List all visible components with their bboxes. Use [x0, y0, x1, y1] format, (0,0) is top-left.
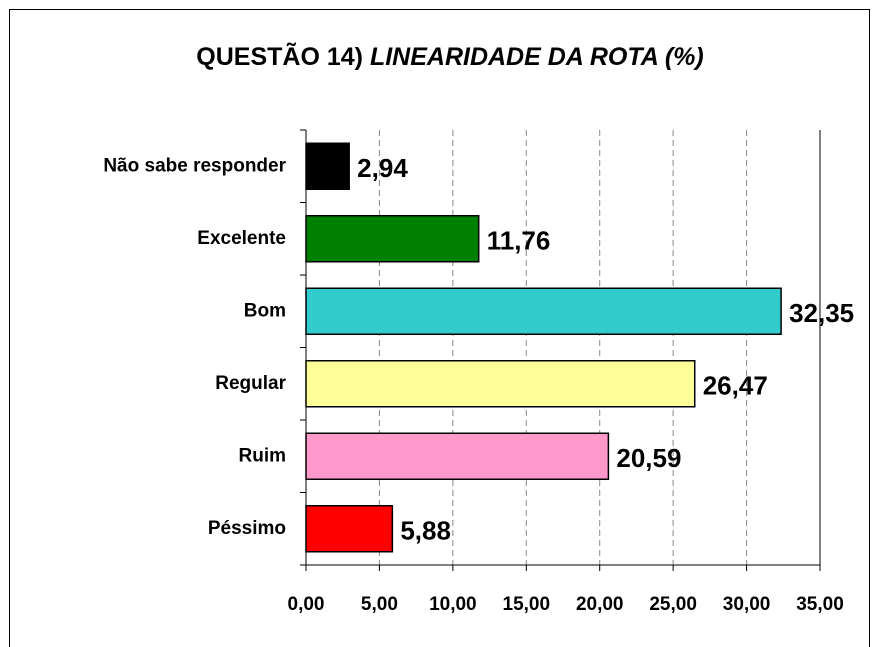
bar — [305, 287, 782, 335]
chart-title: QUESTÃO 14) LINEARIDADE DA ROTA (%) — [196, 41, 703, 71]
bar — [305, 432, 610, 480]
x-tick-label: 30,00 — [723, 594, 771, 615]
y-tick-label: Bom — [244, 300, 286, 321]
x-tick-label: 5,00 — [361, 594, 398, 615]
x-tick-label: 10,00 — [429, 594, 477, 615]
x-tick-label: 15,00 — [503, 594, 551, 615]
x-tick-label: 25,00 — [649, 594, 697, 615]
y-tick-label: Ruim — [239, 445, 287, 466]
value-label: 11,76 — [487, 226, 551, 256]
value-label: 20,59 — [616, 443, 681, 473]
y-tick-label: Péssimo — [208, 518, 286, 539]
bar — [305, 142, 350, 190]
x-tick-label: 35,00 — [796, 594, 844, 615]
y-tick-label: Não sabe responder — [103, 155, 286, 176]
y-tick-label: Excelente — [197, 228, 286, 249]
value-label: 5,88 — [400, 516, 451, 546]
value-label: 32,35 — [789, 298, 854, 328]
bar — [305, 215, 480, 263]
value-label: 26,47 — [703, 371, 768, 401]
y-tick-label: Regular — [215, 373, 286, 394]
x-tick-label: 20,00 — [576, 594, 624, 615]
bar — [305, 360, 696, 408]
x-tick-label: 0,00 — [288, 594, 325, 615]
bar — [305, 505, 394, 553]
value-label: 2,94 — [357, 153, 408, 183]
